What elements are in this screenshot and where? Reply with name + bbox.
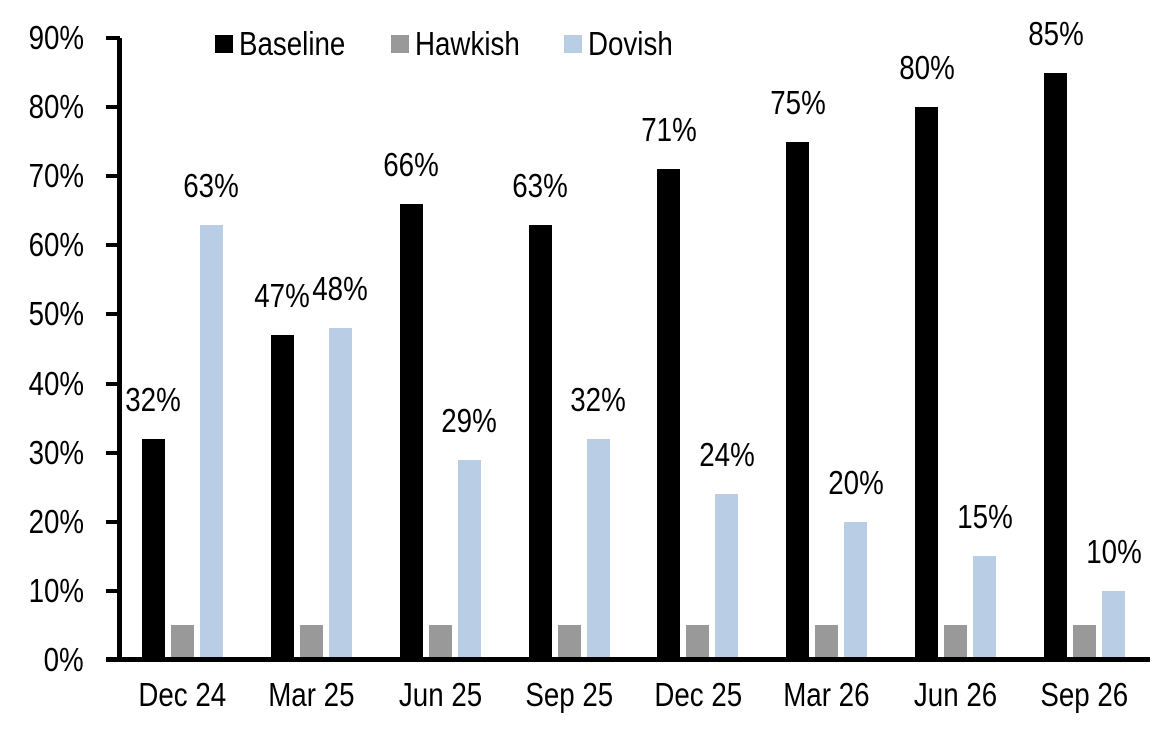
bar-baseline-jun-25: 66% [383,146,439,660]
legend-label-hawkish: Hawkish [414,25,520,62]
legend-label-dovish: Dovish [588,25,674,62]
y-axis-tick-60 [106,243,120,248]
bar-baseline-mar-26: 75% [770,84,826,660]
y-axis-label-80: 80% [28,88,84,126]
bar-dovish-dec-24: 63% [184,167,239,660]
legend-label-baseline: Baseline [239,25,346,62]
bar-label-baseline-dec-24: 32% [125,380,182,418]
bar-group-sep-25: 63% 32% [505,38,634,660]
y-axis-tick-80 [106,105,120,110]
y-axis-label-60: 60% [28,226,84,264]
bar-hawkish-sep-25 [557,625,581,660]
legend-swatch-dovish [564,35,583,53]
bar-group-dec-24: 32% 63% [118,38,247,660]
bar-label-baseline-sep-26: 85% [1027,14,1084,52]
bar-label-baseline-mar-26: 75% [770,83,826,121]
y-axis-tick-20 [106,519,120,524]
bar-dovish-sep-25: 32% [570,381,626,660]
plot-area: 32% 63% 47% 48% 66% 29% 63% 32% 71% 24% 75% 20% 80% 1… [118,15,1149,660]
y-axis-label-70: 70% [28,157,84,195]
y-axis-line [117,38,122,660]
bar-group-dec-25: 71% 24% [634,38,763,660]
bar-group-jun-25: 66% 29% [376,38,505,660]
bar-hawkish-sep-26 [1073,625,1097,660]
x-axis-label-jun-26: Jun 26 [891,676,1020,714]
bar-label-baseline-sep-25: 63% [512,166,568,204]
legend-item-hawkish: Hawkish [390,25,540,63]
legend-swatch-hawkish [390,35,409,53]
x-axis-label-text-mar-25: Mar 25 [268,676,355,713]
bar-group-mar-26: 75% 20% [762,38,891,660]
x-axis-line [106,657,1150,662]
x-axis-label-jun-25: Jun 25 [376,676,505,714]
x-axis-label-text-dec-24: Dec 24 [138,676,227,713]
x-axis-label-sep-26: Sep 26 [1020,676,1149,714]
bar-hawkish-dec-25 [686,625,710,660]
bar-baseline-sep-26: 85% [1028,15,1083,660]
bar-label-dovish-mar-26: 20% [828,463,884,501]
bar-label-baseline-mar-25: 47% [254,277,311,315]
y-axis-label-0: 0% [43,641,84,678]
y-axis-tick-50 [106,312,120,317]
x-axis-label-text-jun-25: Jun 25 [398,676,482,713]
y-axis-tick-90 [106,36,120,40]
bar-label-dovish-jun-25: 29% [441,401,497,439]
y-axis-label-10: 10% [28,571,84,609]
bar-label-dovish-dec-24: 63% [183,166,240,204]
bar-baseline-mar-25: 47% [255,277,310,660]
x-axis-label-text-jun-26: Jun 26 [914,676,998,713]
x-axis-label-text-mar-26: Mar 26 [783,676,870,713]
bar-group-sep-26: 85% 10% [1020,15,1149,660]
y-axis-tick-10 [106,588,120,593]
y-axis-label-20: 20% [28,502,84,540]
bar-hawkish-mar-26 [815,625,839,660]
bar-label-dovish-dec-25: 24% [699,436,755,474]
bar-hawkish-mar-25 [299,625,323,660]
x-axis-label-mar-26: Mar 26 [762,676,891,714]
bar-label-dovish-sep-26: 10% [1085,532,1142,570]
y-axis-tick-70 [106,174,120,179]
bar-dovish-mar-26: 20% [828,464,884,660]
bar-baseline-dec-24: 32% [126,381,181,660]
bar-label-baseline-jun-25: 66% [383,145,439,183]
bar-label-baseline-jun-26: 80% [898,49,955,87]
y-axis-label-40: 40% [28,364,84,402]
x-axis-label-sep-25: Sep 25 [505,676,634,714]
y-axis-label-50: 50% [28,295,84,333]
bar-dovish-dec-25: 24% [699,436,755,660]
chart-legend: Baseline Hawkish Dovish [215,25,689,63]
bar-hawkish-jun-26 [944,625,968,660]
x-axis-label-mar-25: Mar 25 [247,676,376,714]
legend-item-baseline: Baseline [215,25,366,63]
bar-group-jun-26: 80% 15% [891,38,1020,660]
bar-label-dovish-jun-26: 15% [956,498,1013,536]
y-axis-label-30: 30% [28,433,84,471]
bar-dovish-jun-26: 15% [957,498,1012,660]
bar-label-baseline-dec-25: 71% [641,111,697,149]
bar-baseline-sep-25: 63% [512,167,568,660]
bar-baseline-dec-25: 71% [641,111,697,660]
bar-label-dovish-mar-25: 48% [312,270,369,308]
x-axis-labels: Dec 24 Mar 25 Jun 25 Sep 25 Dec 25 Mar 26 Jun … [118,676,1149,714]
bar-label-dovish-sep-25: 32% [570,380,626,418]
x-axis-label-text-sep-26: Sep 26 [1040,676,1129,713]
y-axis-tick-40 [106,381,120,386]
bar-dovish-mar-25: 48% [313,270,368,660]
y-axis-label-90: 90% [28,19,84,56]
legend-swatch-baseline [215,35,233,53]
x-axis-label-text-dec-25: Dec 25 [654,676,742,713]
legend-item-dovish: Dovish [564,25,689,63]
bar-dovish-jun-25: 29% [441,402,497,660]
x-axis-label-dec-25: Dec 25 [634,676,763,714]
bar-baseline-jun-26: 80% [899,49,954,660]
bar-hawkish-dec-24 [170,625,194,660]
bar-dovish-sep-26: 10% [1086,533,1141,660]
x-axis-label-text-sep-25: Sep 25 [525,676,613,713]
x-axis-label-dec-24: Dec 24 [118,676,247,714]
y-axis-tick-30 [106,450,120,455]
bar-group-mar-25: 47% 48% [247,38,376,660]
bar-hawkish-jun-25 [428,625,452,660]
y-axis-tick-0 [106,658,120,662]
